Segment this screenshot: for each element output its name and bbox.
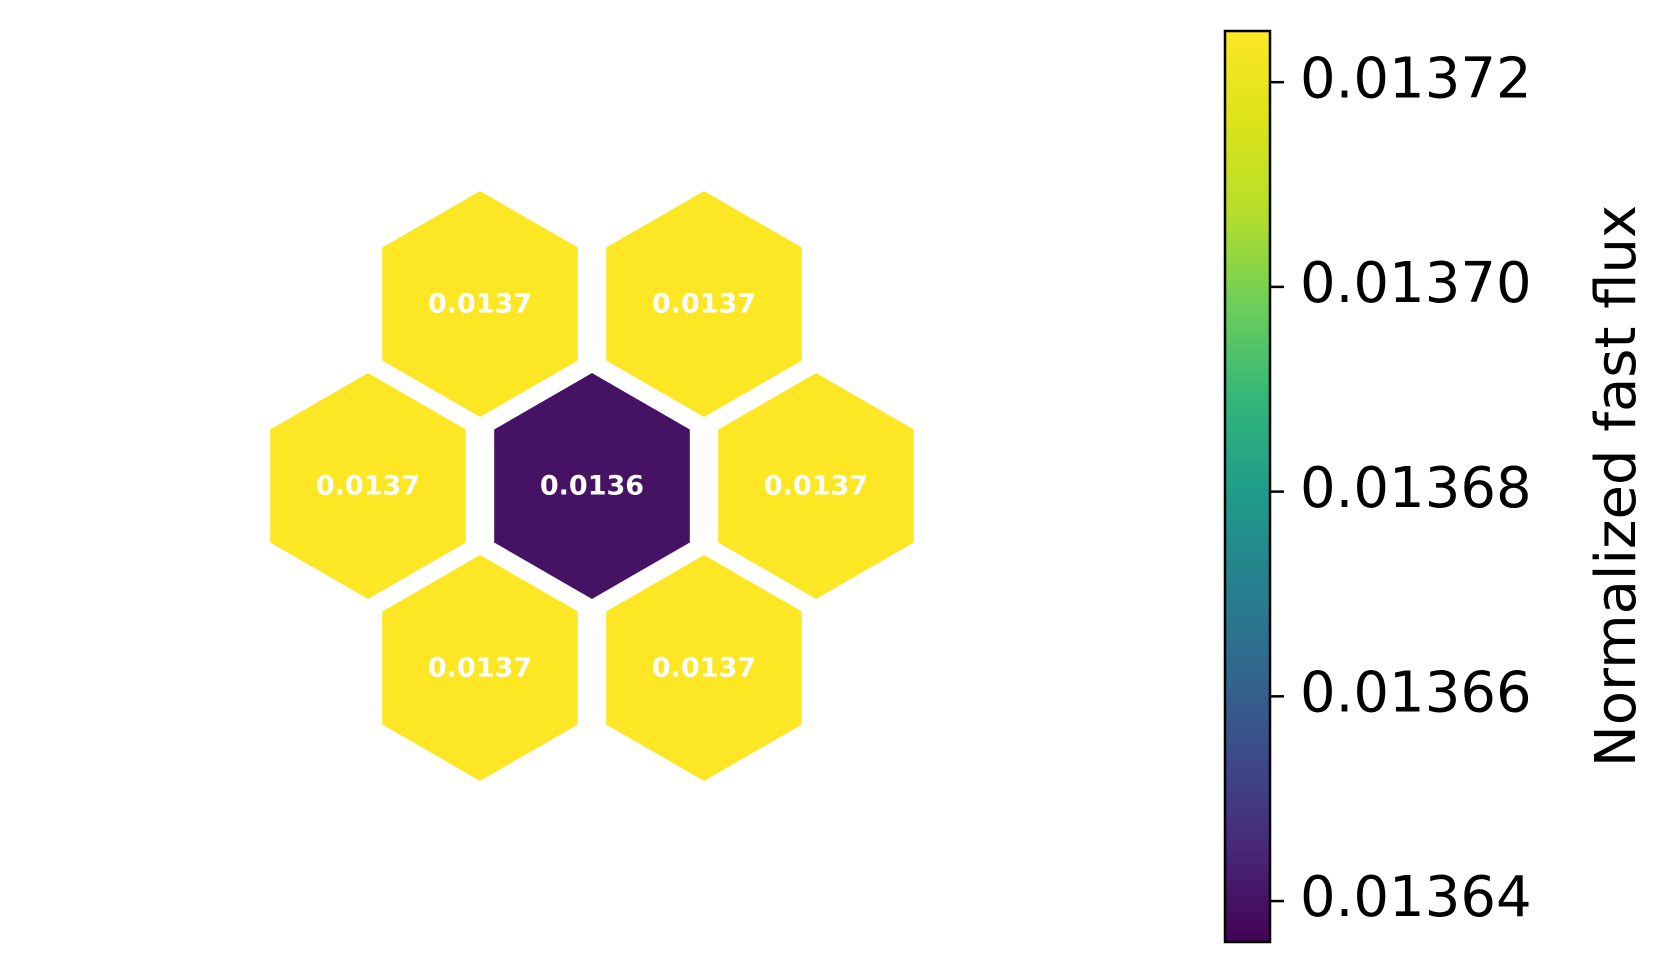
hex-label-bottom-left: 0.0137: [428, 653, 532, 684]
hex-label-bottom-right: 0.0137: [652, 653, 756, 684]
hex-label-top-right: 0.0137: [652, 289, 756, 320]
hex-label-right: 0.0137: [764, 471, 868, 502]
hex-label-left: 0.0137: [316, 471, 420, 502]
colorbar-tick-label: 0.01364: [1300, 865, 1532, 930]
hex-label-top-left: 0.0137: [428, 289, 532, 320]
hex-cell-center: [487, 364, 697, 608]
hex-cell-top-right: [599, 182, 809, 426]
colorbar: 0.01364 0.01366 0.01368 0.01370 0.01372 Norm…: [1223, 29, 1649, 944]
hex-grid: 0.0136 0.0137 0.0137 0.0137 0.0137 0.0137 0.01…: [263, 182, 921, 790]
hex-cell-right: [711, 364, 921, 608]
hex-cell-left: [263, 364, 473, 608]
hex-cell-top-left: [375, 182, 585, 426]
hex-cell-bottom-left: [375, 546, 585, 790]
colorbar-tick-label: 0.01370: [1300, 251, 1532, 316]
colorbar-ticks: 0.01364 0.01366 0.01368 0.01370 0.01372: [1270, 46, 1532, 930]
colorbar-tick-label: 0.01366: [1300, 660, 1532, 725]
colorbar-tick-label: 0.01372: [1300, 46, 1532, 111]
hex-cell-bottom-right: [599, 546, 809, 790]
hex-label-center: 0.0136: [540, 471, 644, 502]
colorbar-tick-label: 0.01368: [1300, 456, 1532, 521]
colorbar-gradient: [1223, 29, 1272, 944]
colorbar-label: Normalized fast flux: [1584, 205, 1649, 767]
